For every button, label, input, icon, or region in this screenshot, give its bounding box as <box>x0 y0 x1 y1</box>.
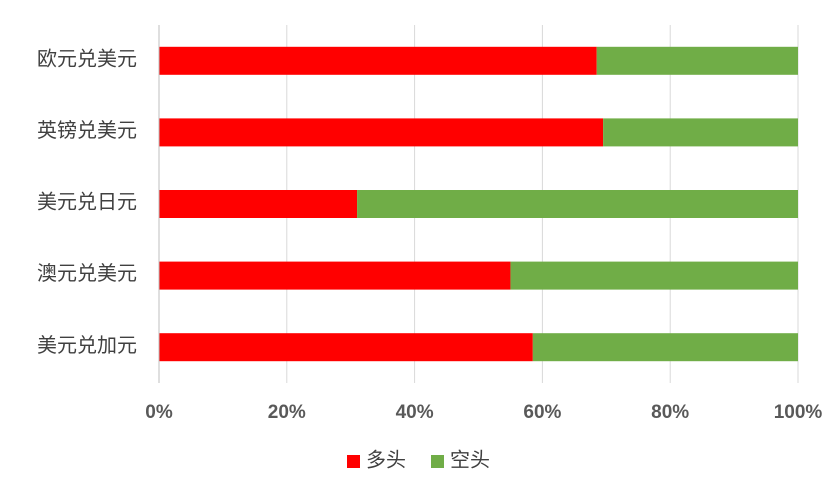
bar-segment <box>596 46 798 75</box>
bar-segment <box>159 118 604 147</box>
bar-segment <box>510 261 798 290</box>
bar-segment <box>603 118 798 147</box>
legend-label: 空头 <box>450 449 490 472</box>
y-tick-label: 英镑兑美元 <box>37 119 137 142</box>
x-tick-label: 80% <box>651 402 689 423</box>
x-tick-label: 40% <box>396 402 434 423</box>
bar-segment <box>159 190 358 218</box>
legend-swatch <box>347 455 360 468</box>
bar-segment <box>159 333 533 362</box>
y-tick-label: 美元兑加元 <box>37 334 137 357</box>
legend-label: 多头 <box>366 449 406 472</box>
y-tick-label: 欧元兑美元 <box>37 47 137 70</box>
bar-segment <box>532 333 798 362</box>
bar-segment <box>159 46 597 75</box>
bar-segment <box>357 190 798 218</box>
y-tick-label: 美元兑日元 <box>37 191 137 214</box>
x-tick-label: 100% <box>774 402 823 423</box>
y-tick-label: 澳元兑美元 <box>37 262 137 285</box>
bar-segment <box>159 261 511 290</box>
legend-swatch <box>431 455 444 468</box>
x-tick-label: 60% <box>523 402 561 423</box>
x-tick-label: 20% <box>268 402 306 423</box>
x-tick-label: 0% <box>145 402 173 423</box>
